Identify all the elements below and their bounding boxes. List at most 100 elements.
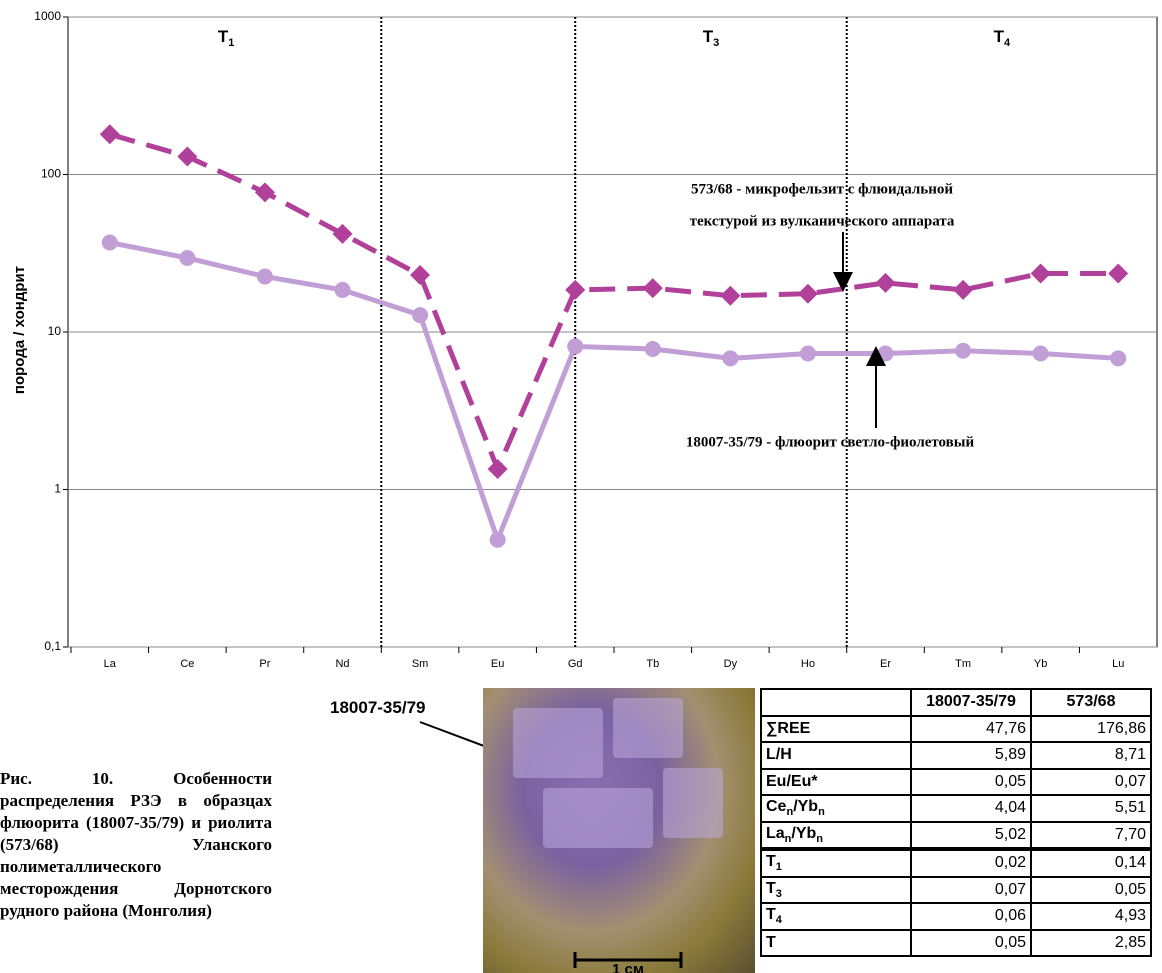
marker [1108, 264, 1128, 284]
table-cell: 5,89 [911, 742, 1031, 769]
row-label: L/H [761, 742, 911, 769]
scale-label: 1 см [483, 961, 755, 973]
x-tick-label: Sm [412, 658, 429, 670]
photo: 1 см [483, 688, 755, 973]
y-tick-label: 10 [48, 324, 62, 338]
x-tick-label: Nd [335, 658, 349, 670]
marker [179, 250, 195, 266]
marker [488, 459, 508, 479]
marker [410, 265, 430, 285]
x-tick-label: Tb [646, 658, 659, 670]
row-label: Cen/Ybn [761, 795, 911, 822]
label-part: T [766, 853, 776, 870]
x-tick-label: Lu [1112, 658, 1124, 670]
marker [177, 147, 197, 167]
marker [645, 341, 661, 357]
table-cell: 8,71 [1031, 742, 1151, 769]
marker [722, 350, 738, 366]
table-cell: 0,02 [911, 849, 1031, 877]
table-cell: 0,06 [911, 903, 1031, 930]
table-cell: 0,05 [1031, 877, 1151, 904]
label-part: T [766, 906, 776, 923]
table-cell: 0,07 [911, 877, 1031, 904]
annotation: текстурой из вулканического аппарата [690, 213, 955, 229]
photo-label: 18007-35/79 [330, 698, 425, 718]
label-part: n [816, 833, 823, 845]
x-tick-label: Yb [1034, 658, 1047, 670]
x-tick-label: Ho [801, 658, 815, 670]
label-part: T [766, 880, 776, 897]
table-row: Eu/Eu*0,050,07 [761, 769, 1151, 796]
x-tick-label: Dy [724, 658, 738, 670]
table-cell: 5,02 [911, 822, 1031, 850]
x-tick-label: Pr [259, 658, 270, 670]
label-part: 3 [776, 888, 782, 900]
table-cell: 2,85 [1031, 930, 1151, 957]
table-cell: 4,93 [1031, 903, 1151, 930]
table-cell: 0,05 [911, 930, 1031, 957]
row-label: T4 [761, 903, 911, 930]
table-row: ∑REE47,76176,86 [761, 716, 1151, 743]
marker [257, 269, 273, 285]
y-tick-label: 1 [54, 482, 61, 496]
row-label: T3 [761, 877, 911, 904]
label-part: /Yb [793, 798, 818, 815]
marker [1033, 346, 1049, 362]
marker [1031, 264, 1051, 284]
x-tick-label: La [104, 658, 117, 670]
label-part: Eu/Eu* [766, 773, 818, 790]
table-row: T 0,052,85 [761, 930, 1151, 957]
marker [955, 343, 971, 359]
label-part: La [766, 825, 785, 842]
table-cell: 0,07 [1031, 769, 1151, 796]
x-tick-label: Tm [955, 658, 971, 670]
zone-sub: 1 [228, 37, 234, 49]
label-part: 1 [776, 861, 782, 873]
marker [876, 273, 896, 293]
y-axis-label: порода / хондрит [11, 266, 28, 394]
marker [255, 182, 275, 202]
zone-label: T1 [218, 27, 235, 48]
label-part: /Yb [791, 825, 816, 842]
row-label: Lan/Ybn [761, 822, 911, 850]
label-part: T [766, 934, 776, 951]
annotation: 18007-35/79 - флюорит светло-фиолетовый [686, 434, 975, 450]
table-cell: 176,86 [1031, 716, 1151, 743]
chart: порода / хондрит 0,1 1 10 100 1000 La Ce Pr Nd Sm… [0, 0, 1162, 685]
x-tick-label: Ce [180, 658, 194, 670]
header-cell: 573/68 [1031, 689, 1151, 716]
marker [798, 284, 818, 304]
x-tick-label: Eu [491, 658, 504, 670]
zone-sub: 4 [1004, 37, 1011, 49]
table-cell: 0,14 [1031, 849, 1151, 877]
marker [102, 235, 118, 251]
zone-sub: 3 [713, 37, 719, 49]
zone-letter: T [218, 27, 229, 46]
marker [100, 124, 120, 144]
y-tick-label: 100 [41, 167, 61, 181]
marker [953, 280, 973, 300]
page: {"chart_data": {"type": "line", "log_sca… [0, 0, 1162, 973]
row-label: T1 [761, 849, 911, 877]
header-cell [761, 689, 911, 716]
label-part: n [818, 806, 825, 818]
marker [335, 282, 351, 298]
zone-label: T3 [703, 27, 720, 48]
marker [720, 286, 740, 306]
label-part: ∑REE [766, 720, 810, 737]
y-tick-label: 1000 [34, 9, 61, 23]
marker [878, 346, 894, 362]
label-part: L/H [766, 746, 792, 763]
marker [567, 338, 583, 354]
marker [800, 346, 816, 362]
table-cell: 5,51 [1031, 795, 1151, 822]
x-tick-label: Er [880, 658, 891, 670]
header-cell: 18007-35/79 [911, 689, 1031, 716]
zone-letter: T [994, 27, 1005, 46]
y-tick-label: 0,1 [44, 639, 61, 653]
